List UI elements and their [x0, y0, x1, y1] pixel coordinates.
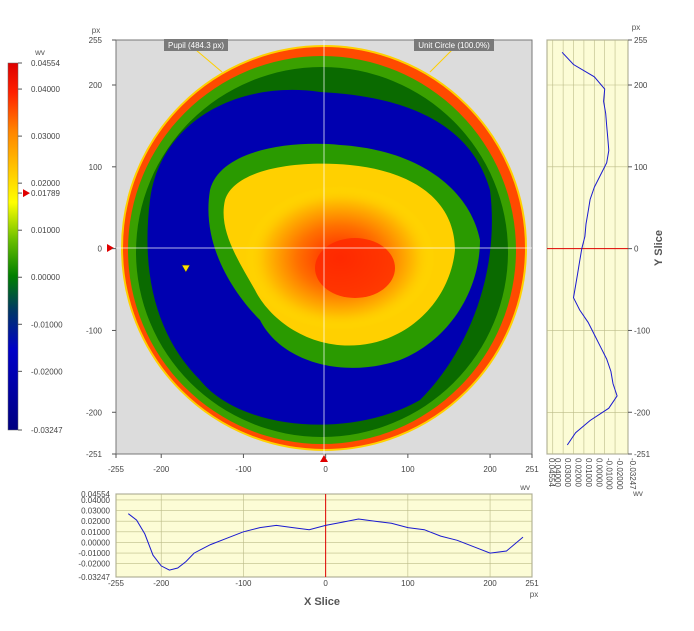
map-y-tick-label: -251: [86, 450, 103, 459]
x-slice-x-tick-label: 100: [401, 579, 415, 588]
y-slice-x-tick-label: 0.04554: [547, 458, 556, 487]
colorbar-tick-label: -0.03247: [31, 426, 63, 435]
y-slice-x-tick-label: 0.00000: [594, 458, 603, 487]
map-x-tick-label: -100: [235, 465, 252, 474]
colorbar-cursor-marker[interactable]: [23, 189, 30, 198]
colorbar-tick-label: 0.02000: [31, 179, 60, 188]
map-y-tick-label: 100: [89, 163, 103, 172]
x-cursor-marker[interactable]: [320, 455, 328, 462]
y-slice-x-tick-label: 0.03000: [563, 458, 572, 487]
y-slice-x-tick-label: 0.02000: [574, 458, 583, 487]
colorbar-tick-label: -0.02000: [31, 367, 63, 376]
y-slice-x-tick-label: 0.04000: [553, 458, 562, 487]
y-slice-y-tick-label: 0: [634, 245, 639, 254]
y-slice-y-tick-label: 255: [634, 36, 648, 45]
unit-circle-badge-box: [414, 39, 494, 51]
map-y-unit: px: [92, 26, 100, 35]
unit-circle-leader-line: [429, 49, 453, 73]
map-x-tick-label: 100: [401, 465, 415, 474]
x-slice-y-tick-label: 0.04554: [81, 490, 110, 499]
map-y-tick-label: 0: [98, 245, 103, 254]
x-slice-y-tick-label: 0.01000: [81, 528, 110, 537]
x-slice-x-tick-label: 251: [525, 579, 539, 588]
x-slice-x-tick-label: -100: [235, 579, 252, 588]
unit-circle-badge: Unit Circle (100.0%): [418, 41, 490, 50]
y-slice-x-tick-label: -0.01000: [605, 458, 614, 490]
colorbar-tick-label: 0.04554: [31, 59, 60, 68]
pupil-badge-box: [164, 39, 228, 51]
y-slice-y-tick-label: -200: [634, 408, 651, 417]
y-slice-title: Y Slice: [653, 230, 665, 266]
y-slice-y-axis: 255 200 100 0 -100 -200 -251: [628, 36, 651, 459]
y-slice-y-unit: px: [632, 23, 640, 32]
y-slice-x-tick-label: -0.02000: [615, 458, 624, 490]
map-x-tick-label: 0: [323, 465, 328, 474]
y-slice-y-tick-label: -100: [634, 326, 651, 335]
min-marker[interactable]: [181, 264, 191, 273]
map-y-tick-label: 200: [89, 81, 103, 90]
pupil-badge: Pupil (484.3 px): [168, 41, 224, 50]
map-y-tick-label: -200: [86, 408, 103, 417]
map-y-axis: 255 200 100 0 -100 -200 -251: [86, 36, 116, 459]
map-x-axis: -255 -200 -100 0 100 200 251: [108, 454, 539, 474]
pupil-leader-line: [195, 49, 223, 73]
map-y-tick-label: 255: [89, 36, 103, 45]
x-slice-title: X Slice: [304, 596, 340, 608]
x-slice-y-tick-label: 0.04000: [81, 496, 110, 505]
map-x-tick-label: -255: [108, 465, 125, 474]
x-slice-y-tick-label: 0.02000: [81, 517, 110, 526]
y-slice-line: [561, 51, 618, 446]
x-slice-y-unit: wv: [519, 483, 530, 492]
x-slice-y-tick-label: 0.00000: [81, 538, 110, 547]
y-cursor-marker[interactable]: [107, 244, 114, 252]
y-slice-y-tick-label: -251: [634, 450, 651, 459]
x-slice-x-unit: px: [530, 590, 538, 599]
x-slice-x-tick-label: -200: [153, 579, 170, 588]
x-slice-background: [115, 493, 533, 578]
map-plot: Pupil (484.3 px) Unit Circle (100.0%) px…: [86, 26, 539, 474]
x-slice-y-tick-label: -0.02000: [78, 560, 110, 569]
map-x-tick-label: -200: [153, 465, 170, 474]
x-slice-y-tick-label: 0.03000: [81, 507, 110, 516]
colorbar-tick-label: 0.00000: [31, 273, 60, 282]
map-y-tick-label: -100: [86, 326, 103, 335]
x-slice-x-tick-label: -255: [108, 579, 125, 588]
x-slice-x-tick-label: 200: [483, 579, 497, 588]
y-slice-y-tick-label: 200: [634, 81, 648, 90]
x-slice-y-tick-label: -0.01000: [78, 549, 110, 558]
y-slice-x-tick-label: 0.01000: [584, 458, 593, 487]
colorbar: wv 0.045540.040000.030000.020000.017890.…: [7, 48, 63, 435]
colorbar-tick-label: 0.03000: [31, 132, 60, 141]
colorbar-tick-label: 0.01000: [31, 226, 60, 235]
colorbar-unit: wv: [34, 48, 45, 57]
y-slice-x-unit: wv: [632, 489, 643, 498]
y-slice-x-tick-label: -0.03247: [628, 458, 637, 490]
colorbar-gradient: [7, 62, 19, 431]
colorbar-tick-label: 0.04000: [31, 85, 60, 94]
x-slice-grid: [115, 493, 533, 578]
x-slice-x-tick-label: 0: [323, 579, 328, 588]
colorbar-tick-label: 0.01789: [31, 189, 60, 198]
x-slice-line: [127, 513, 524, 571]
x-slice-x-axis: -255 -200 -100 0 100 200 251: [108, 579, 539, 588]
map-x-tick-label: 251: [525, 465, 539, 474]
map-x-tick-label: 200: [483, 465, 497, 474]
map-peak: [315, 238, 395, 298]
colorbar-tick-label: -0.01000: [31, 320, 63, 329]
y-slice-grid: [546, 39, 629, 455]
x-slice-y-tick-label: -0.03247: [78, 573, 110, 582]
y-slice-y-tick-label: 100: [634, 163, 648, 172]
